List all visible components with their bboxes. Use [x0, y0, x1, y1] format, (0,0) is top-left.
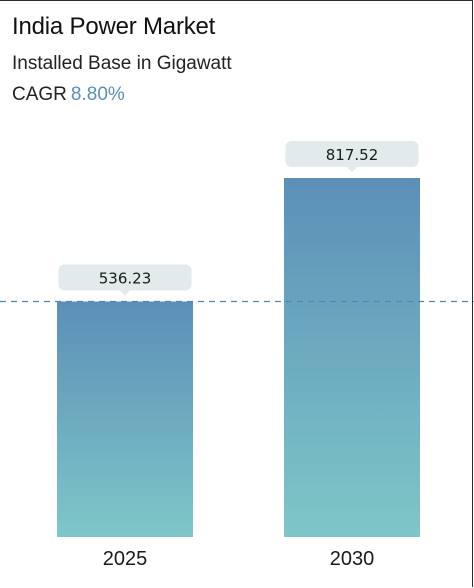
value-label-2025: 536.23 [58, 264, 192, 296]
cagr-label: CAGR [12, 84, 67, 105]
bar-2025 [57, 301, 193, 537]
chart-title: India Power Market [12, 13, 216, 40]
value-label-2030: 817.52 [285, 141, 419, 172]
bar-2030 [284, 178, 420, 537]
category-label-2025: 2025 [103, 548, 148, 570]
cagr-value: 8.80% [70, 84, 125, 105]
value-label-pointer [120, 290, 130, 296]
value-label-bubble [58, 264, 192, 291]
cagr-line: CAGR 8.80% [12, 84, 125, 106]
value-label-text: 536.23 [99, 270, 152, 288]
value-label-text: 817.52 [326, 146, 379, 164]
value-label-bubble [285, 141, 419, 167]
chart-subtitle: Installed Base in Gigawatt [12, 53, 232, 74]
value-label-pointer [347, 167, 357, 172]
category-label-2030: 2030 [330, 548, 375, 570]
